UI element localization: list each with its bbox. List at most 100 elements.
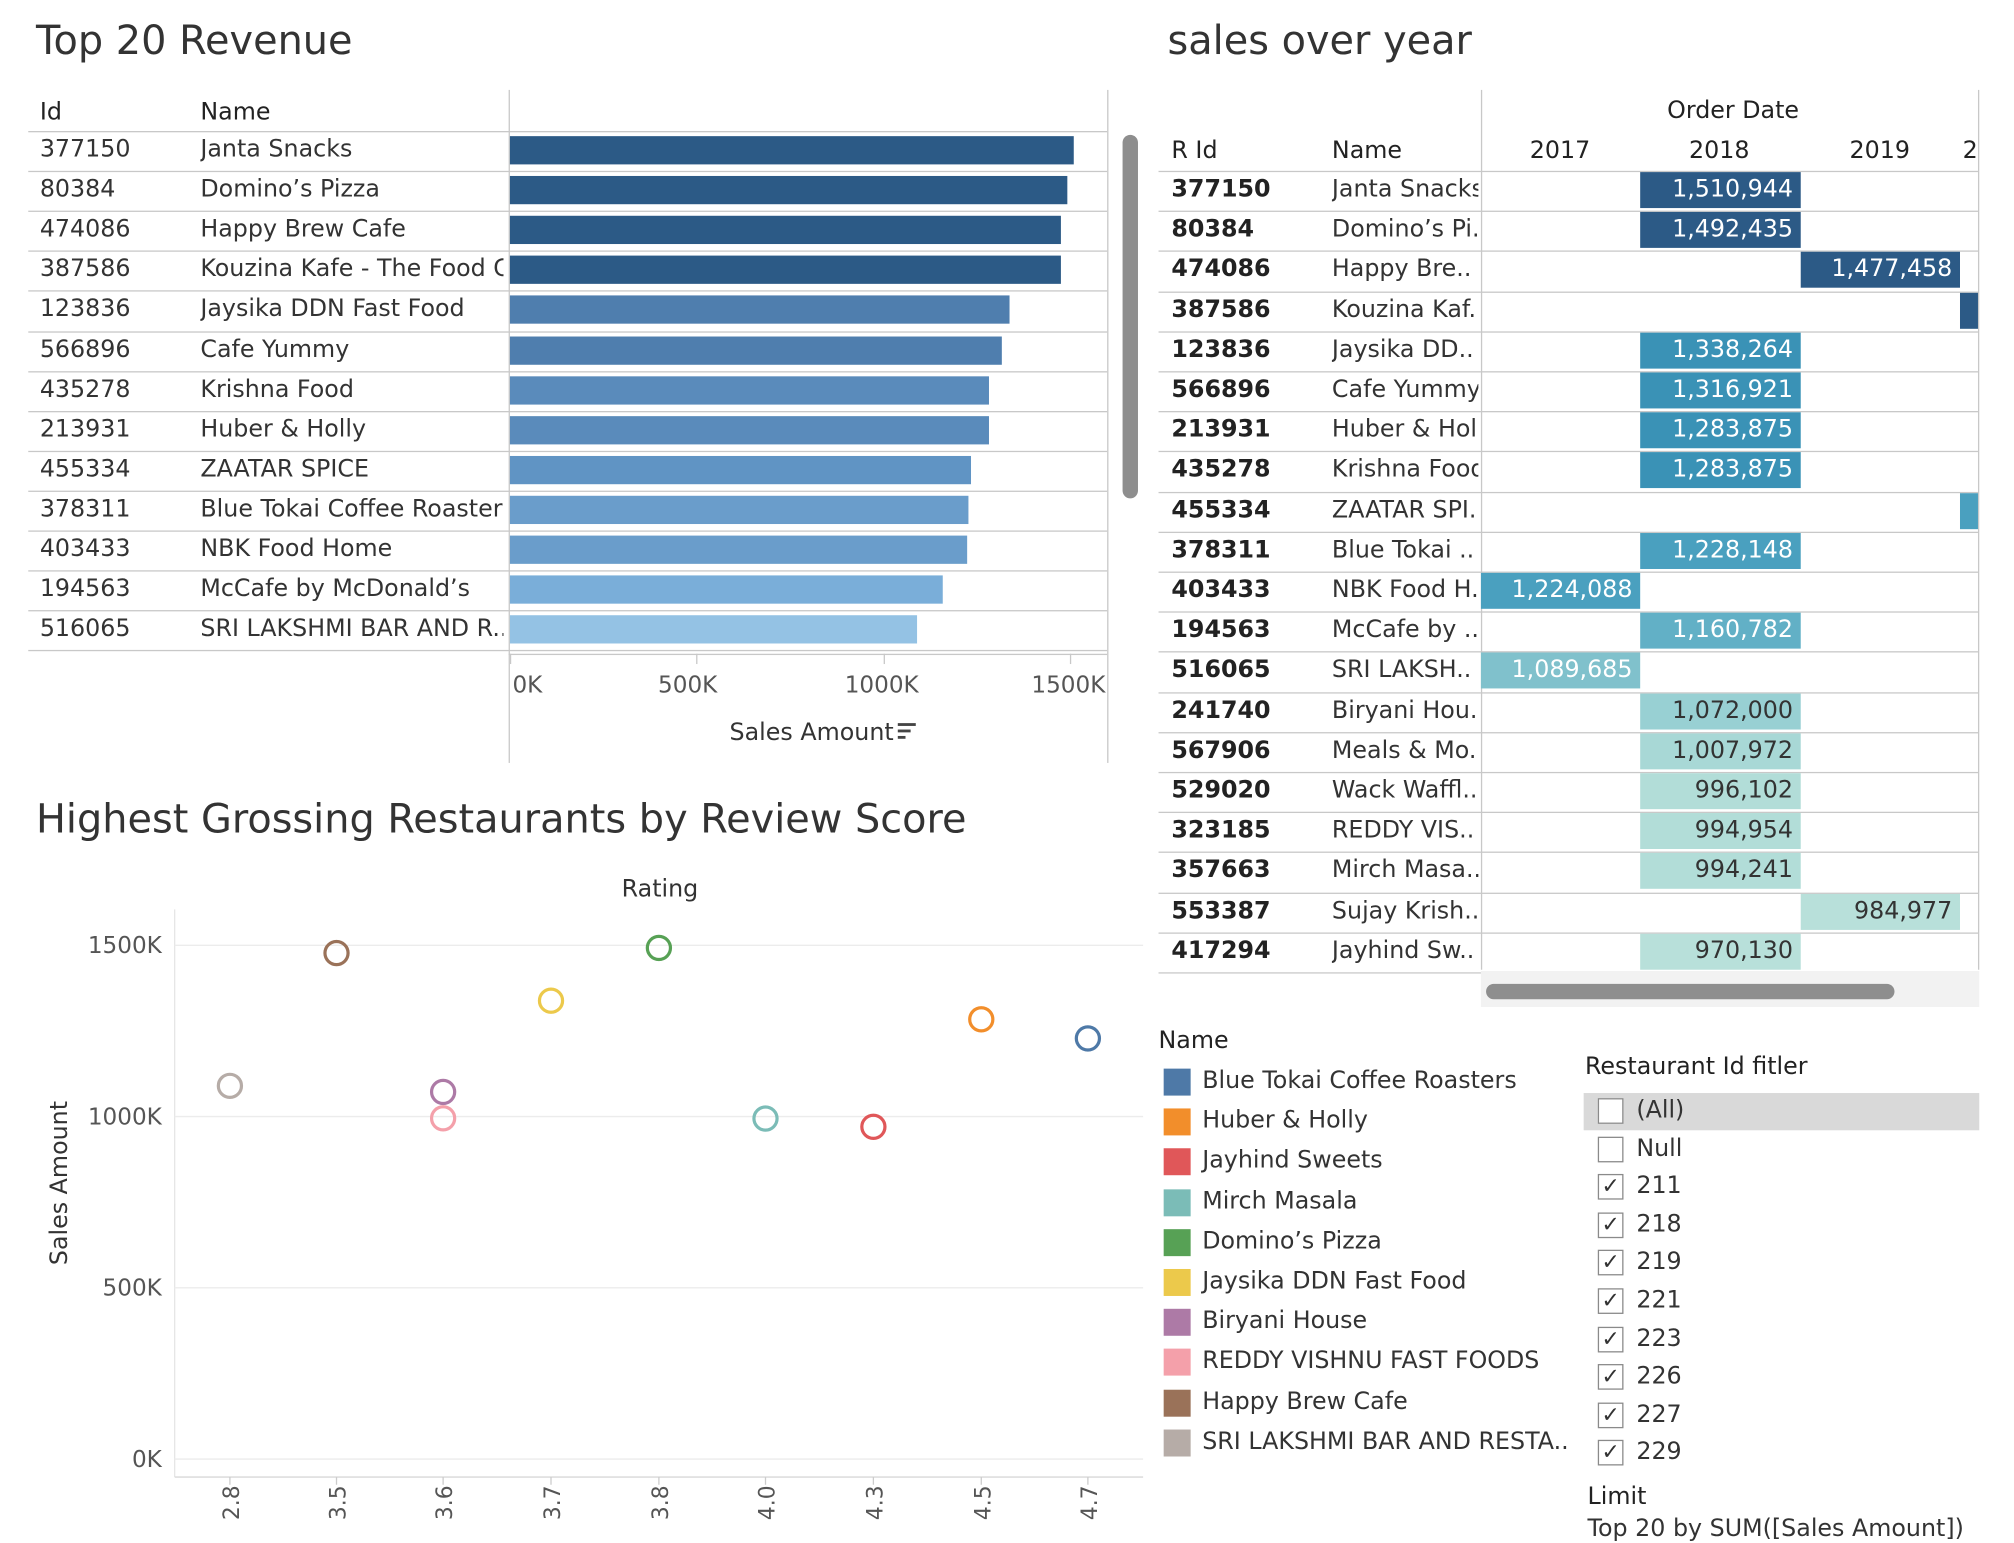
- scatter-point[interactable]: [968, 1006, 995, 1033]
- scatter-point[interactable]: [752, 1105, 779, 1132]
- filter-item-label[interactable]: 211: [1636, 1172, 1682, 1200]
- filter-checkbox[interactable]: ✓: [1597, 1212, 1624, 1238]
- top20-col-name[interactable]: Name: [200, 98, 271, 126]
- scatter-point[interactable]: [645, 934, 673, 962]
- year-header[interactable]: 2017: [1529, 137, 1591, 165]
- sales-cell[interactable]: 1,072,000: [1640, 693, 1801, 730]
- scatter-point[interactable]: [429, 1105, 457, 1132]
- order-date-header[interactable]: Order Date: [1667, 97, 1800, 125]
- filter-item-label[interactable]: Null: [1636, 1134, 1683, 1162]
- filter-checkbox[interactable]: [1597, 1098, 1624, 1124]
- top20-scrollbar[interactable]: [1122, 134, 1138, 499]
- revenue-bar[interactable]: [509, 415, 990, 445]
- legend-swatch[interactable]: [1163, 1268, 1191, 1296]
- sales-cell[interactable]: 1,007,972: [1640, 733, 1801, 770]
- soy-col-rid[interactable]: R Id: [1171, 137, 1218, 165]
- revenue-bar[interactable]: [509, 295, 1010, 325]
- revenue-bar[interactable]: [509, 375, 990, 405]
- sales-cell[interactable]: 1,510,944: [1640, 172, 1801, 209]
- year-header[interactable]: 2018: [1688, 137, 1750, 165]
- row-id: 377150: [39, 136, 131, 164]
- revenue-bar[interactable]: [509, 176, 1068, 205]
- sales-cell[interactable]: 984,977: [1800, 893, 1960, 930]
- sales-cell[interactable]: 1,283,875: [1640, 412, 1801, 449]
- legend-swatch[interactable]: [1163, 1108, 1191, 1136]
- legend-label[interactable]: Jayhind Sweets: [1202, 1147, 1383, 1175]
- sales-cell[interactable]: 1,089,685: [1480, 652, 1641, 689]
- filter-checkbox[interactable]: [1597, 1136, 1624, 1162]
- soy-hscrollbar[interactable]: [1486, 983, 1895, 1000]
- filter-item-label[interactable]: (All): [1636, 1096, 1685, 1124]
- soy-col-name[interactable]: Name: [1331, 137, 1403, 165]
- legend-swatch[interactable]: [1163, 1228, 1191, 1256]
- sales-cell[interactable]: 1,160,782: [1640, 612, 1801, 649]
- legend-label[interactable]: Huber & Holly: [1202, 1107, 1368, 1135]
- revenue-bar[interactable]: [509, 575, 944, 604]
- legend-label[interactable]: Biryani House: [1202, 1307, 1368, 1335]
- legend-label[interactable]: Domino’s Pizza: [1202, 1227, 1382, 1255]
- sort-icon[interactable]: [897, 722, 918, 748]
- filter-checkbox[interactable]: ✓: [1597, 1174, 1624, 1200]
- sales-cell[interactable]: [1959, 292, 1978, 329]
- revenue-bar[interactable]: [509, 255, 1062, 285]
- scatter-point[interactable]: [216, 1072, 244, 1100]
- legend-label[interactable]: Happy Brew Cafe: [1202, 1387, 1408, 1415]
- legend-label[interactable]: REDDY VISHNU FAST FOODS: [1202, 1347, 1540, 1375]
- legend-swatch[interactable]: [1163, 1148, 1191, 1176]
- top20-col-id[interactable]: Id: [39, 98, 62, 126]
- filter-checkbox[interactable]: ✓: [1597, 1250, 1624, 1276]
- legend-label[interactable]: Mirch Masala: [1202, 1187, 1358, 1215]
- filter-item-label[interactable]: 226: [1636, 1362, 1682, 1390]
- revenue-bar[interactable]: [509, 615, 917, 644]
- row-id: 403433: [39, 535, 131, 563]
- filter-item-label[interactable]: 218: [1636, 1210, 1682, 1238]
- sales-cell[interactable]: [1959, 492, 1978, 529]
- filter-checkbox[interactable]: ✓: [1597, 1402, 1624, 1428]
- legend-swatch[interactable]: [1163, 1188, 1191, 1216]
- sales-cell[interactable]: 1,316,921: [1640, 372, 1801, 409]
- legend-label[interactable]: Jaysika DDN Fast Food: [1202, 1267, 1467, 1295]
- filter-checkbox[interactable]: ✓: [1597, 1326, 1624, 1352]
- revenue-bar[interactable]: [509, 216, 1062, 245]
- scatter-point[interactable]: [1074, 1025, 1102, 1052]
- table-row-line: [28, 410, 1108, 412]
- revenue-bar[interactable]: [509, 495, 969, 524]
- sales-cell[interactable]: 970,130: [1640, 933, 1801, 970]
- sales-cell[interactable]: 1,224,088: [1480, 572, 1641, 609]
- revenue-bar[interactable]: [509, 335, 1002, 365]
- filter-item-label[interactable]: 219: [1636, 1248, 1682, 1276]
- sales-cell[interactable]: 1,492,435: [1640, 212, 1801, 249]
- revenue-bar[interactable]: [509, 535, 967, 564]
- sales-cell[interactable]: 1,338,264: [1640, 332, 1801, 369]
- legend-swatch[interactable]: [1163, 1349, 1191, 1377]
- sales-cell[interactable]: 1,477,458: [1800, 252, 1960, 289]
- legend-swatch[interactable]: [1163, 1389, 1191, 1417]
- scatter-point[interactable]: [537, 987, 565, 1014]
- filter-checkbox[interactable]: ✓: [1597, 1440, 1624, 1467]
- sales-cell[interactable]: 994,241: [1640, 853, 1801, 890]
- legend-label[interactable]: Blue Tokai Coffee Roasters: [1202, 1067, 1517, 1095]
- legend-swatch[interactable]: [1163, 1068, 1191, 1096]
- legend-swatch[interactable]: [1163, 1429, 1191, 1457]
- filter-checkbox[interactable]: ✓: [1597, 1364, 1624, 1390]
- sales-cell[interactable]: 996,102: [1640, 773, 1801, 810]
- scatter-point[interactable]: [323, 939, 350, 967]
- sales-cell[interactable]: 994,954: [1640, 813, 1801, 850]
- sales-cell[interactable]: 1,283,875: [1640, 452, 1801, 489]
- legend-swatch[interactable]: [1163, 1309, 1191, 1337]
- filter-item-label[interactable]: 227: [1636, 1401, 1682, 1428]
- legend-label[interactable]: SRI LAKSHMI BAR AND RESTA..: [1202, 1427, 1569, 1455]
- top20-axis-title[interactable]: Sales Amount: [729, 719, 894, 747]
- year-header[interactable]: 2019: [1849, 137, 1911, 165]
- scatter-point[interactable]: [429, 1078, 457, 1106]
- filter-item-label[interactable]: 223: [1636, 1324, 1682, 1352]
- filter-checkbox[interactable]: ✓: [1597, 1288, 1624, 1314]
- sales-cell[interactable]: 1,228,148: [1640, 532, 1801, 569]
- revenue-bar[interactable]: [509, 455, 971, 484]
- revenue-bar[interactable]: [509, 136, 1074, 165]
- filter-item-label[interactable]: 221: [1636, 1286, 1682, 1314]
- scatter-top-label[interactable]: Rating: [621, 875, 699, 903]
- filter-item-label[interactable]: 229: [1636, 1439, 1682, 1467]
- scatter-point[interactable]: [860, 1113, 887, 1140]
- year-header[interactable]: 2: [1962, 137, 1978, 165]
